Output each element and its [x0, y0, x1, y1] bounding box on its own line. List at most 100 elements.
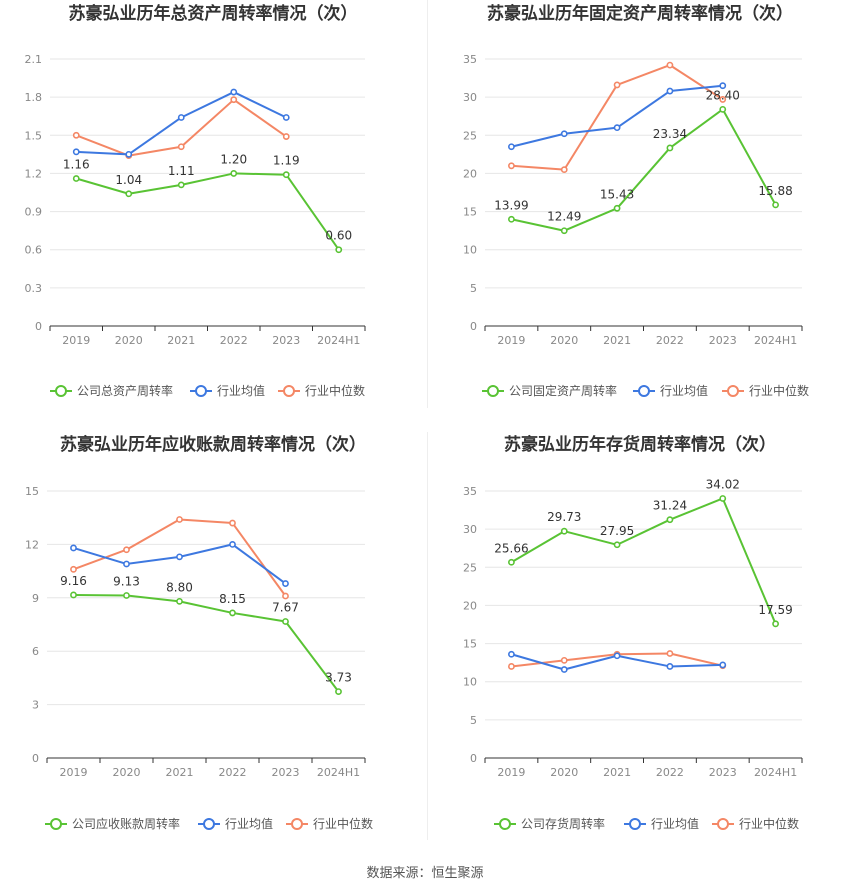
legend-label: 公司应收账款周转率: [72, 816, 180, 831]
data-point-avg: [282, 580, 289, 587]
y-tick-label: 3: [32, 699, 39, 712]
data-point-median: [666, 650, 674, 657]
y-tick-label: 1.8: [25, 91, 43, 104]
data-point-avg: [176, 553, 183, 561]
data-label: 8.15: [219, 592, 246, 606]
x-tick-label: 2022: [656, 766, 684, 779]
data-point-company: [176, 597, 183, 605]
data-point-avg: [666, 87, 674, 95]
series-line-company: [73, 593, 340, 693]
legend-label: 行业中位数: [305, 383, 365, 398]
y-tick-label: 9: [32, 592, 39, 605]
y-tick-label: 30: [463, 523, 477, 536]
data-point-company: [125, 190, 133, 198]
data-point-avg: [177, 114, 185, 121]
data-label: 28.40: [706, 88, 740, 102]
y-tick-label: 0: [32, 752, 39, 765]
data-label: 27.95: [600, 524, 634, 538]
data-label: 1.11: [168, 164, 195, 178]
legend-marker-avg: [638, 385, 650, 397]
data-point-avg: [666, 663, 674, 670]
y-tick-label: 20: [463, 599, 477, 612]
data-point-company: [335, 688, 342, 696]
data-label: 1.16: [63, 158, 90, 172]
series-line-avg: [511, 84, 723, 148]
x-tick-label: 2024H1: [754, 766, 797, 779]
data-label: 3.73: [325, 671, 352, 685]
x-tick-label: 2020: [113, 766, 141, 779]
legend-label: 行业均值: [651, 816, 699, 831]
data-point-avg: [70, 544, 77, 552]
legend-marker-avg: [195, 385, 207, 397]
data-point-company: [282, 618, 289, 625]
data-label: 13.99: [494, 198, 528, 212]
chart-title: 苏豪弘业历年存货周转率情况（次）: [504, 434, 776, 455]
data-label: 7.67: [272, 600, 299, 614]
data-point-company: [560, 227, 568, 235]
legend-label: 公司固定资产周转率: [509, 383, 617, 398]
data-point-median: [560, 656, 568, 664]
data-point-avg: [613, 124, 621, 132]
legend-label: 行业均值: [217, 383, 265, 398]
chart-title: 苏豪弘业历年总资产周转率情况（次）: [69, 3, 358, 24]
series-line-median: [511, 64, 724, 171]
x-tick-label: 2021: [166, 766, 194, 779]
data-point-median: [508, 162, 515, 170]
data-point-company: [230, 170, 238, 177]
data-point-company: [123, 592, 130, 599]
y-tick-label: 6: [32, 645, 39, 658]
data-point-median: [176, 516, 183, 523]
legend-label: 行业中位数: [739, 816, 799, 831]
data-label: 1.19: [273, 154, 300, 168]
x-tick-label: 2022: [219, 766, 247, 779]
data-point-avg: [229, 541, 236, 548]
x-tick-label: 2019: [60, 766, 88, 779]
data-label: 23.34: [653, 127, 687, 141]
y-tick-label: 35: [463, 485, 477, 498]
legend-marker-company: [50, 818, 62, 830]
data-point-company: [335, 246, 343, 254]
x-tick-label: 2024H1: [317, 766, 360, 779]
series-line-avg: [73, 543, 287, 585]
y-tick-label: 10: [463, 244, 477, 257]
data-point-company: [282, 171, 290, 179]
data-point-company: [560, 527, 568, 535]
y-tick-label: 35: [463, 53, 477, 66]
data-point-company: [229, 609, 236, 617]
legend-marker-avg: [203, 818, 215, 830]
data-point-avg: [282, 114, 290, 121]
y-tick-label: 15: [25, 485, 39, 498]
data-point-company: [70, 591, 77, 599]
legend-marker-avg: [629, 818, 641, 830]
data-point-median: [230, 96, 238, 104]
data-point-median: [719, 96, 727, 103]
x-tick-label: 2023: [709, 766, 737, 779]
y-tick-label: 0.6: [25, 244, 43, 257]
data-label: 1.20: [220, 152, 247, 166]
series-line-company: [510, 497, 777, 625]
x-tick-label: 2019: [62, 334, 90, 347]
legend-marker-company: [487, 385, 499, 397]
y-tick-label: 0.3: [25, 282, 43, 295]
legend-marker-median: [291, 818, 303, 830]
legend-label: 行业中位数: [313, 816, 373, 831]
y-tick-label: 20: [463, 167, 477, 180]
legend-marker-median: [283, 385, 295, 397]
vertical-divider: [427, 0, 428, 408]
data-point-avg: [508, 650, 515, 658]
legend-label: 行业中位数: [749, 383, 809, 398]
data-source-note: 数据来源：恒生聚源: [366, 866, 484, 881]
data-point-median: [282, 133, 290, 140]
x-tick-label: 2022: [220, 334, 248, 347]
data-label: 9.16: [60, 574, 87, 588]
y-tick-label: 15: [463, 638, 477, 651]
data-point-avg: [72, 148, 80, 156]
legend-marker-median: [717, 818, 729, 830]
y-tick-label: 0: [470, 320, 477, 333]
data-point-company: [666, 144, 674, 152]
y-tick-label: 0: [470, 752, 477, 765]
data-point-company: [772, 620, 779, 628]
data-label: 15.43: [600, 187, 634, 201]
x-tick-label: 2021: [603, 766, 631, 779]
legend-label: 行业均值: [660, 383, 708, 398]
